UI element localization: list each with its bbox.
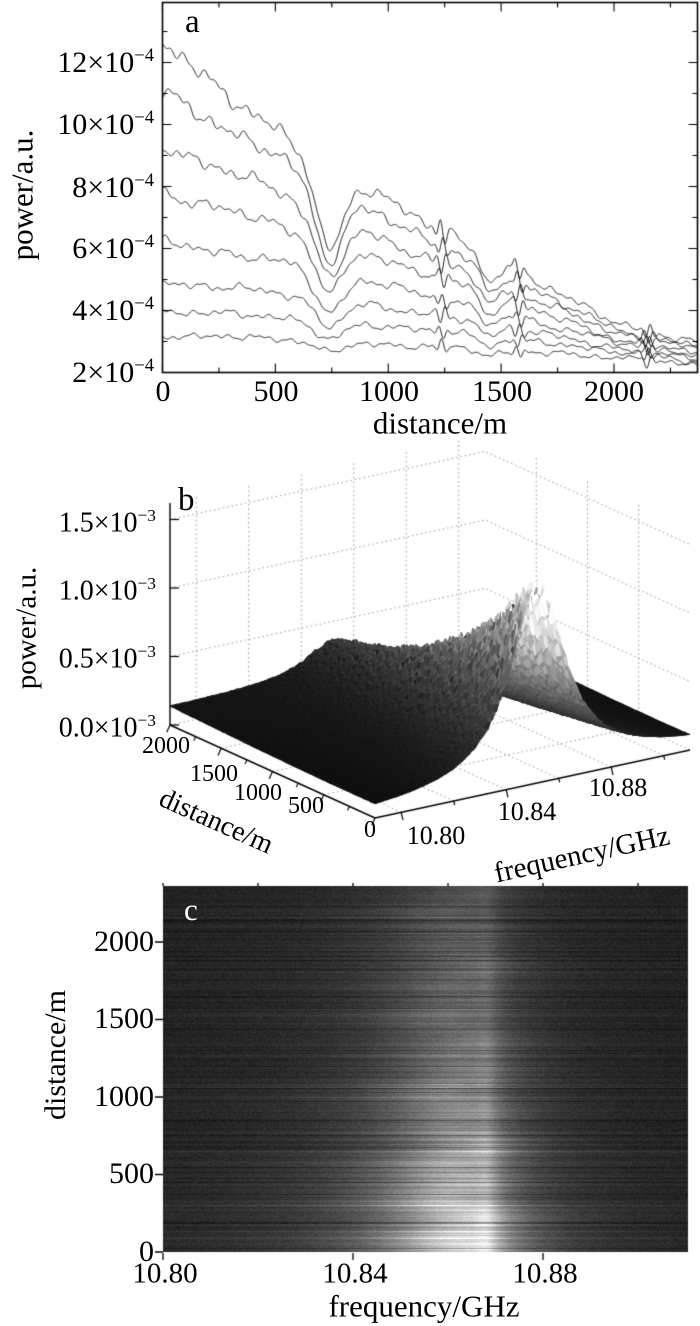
panel-letter-b: b (178, 482, 195, 518)
tick-exponent: −3 (137, 711, 156, 730)
tick-exponent: −3 (137, 574, 156, 593)
panel-a-y-tick-label: 8×10−4 (2, 170, 154, 204)
panel-a-x-axis-title: distance/m (372, 405, 508, 441)
panel-letter-c: c (184, 892, 198, 927)
panel-b-z-tick-label: 1.5×10−3 (2, 507, 156, 537)
panel-b-plot-canvas (0, 440, 700, 880)
panel-a-x-tick-label: 0 (155, 375, 171, 408)
panel-b-freq-tick-label: 10.84 (497, 797, 557, 826)
panel-b-dist-tick-label: 1000 (234, 780, 282, 806)
panel-a-y-tick-label: 12×10−4 (2, 45, 154, 79)
panel-b-freq-tick-label: 10.88 (588, 773, 648, 802)
panel-c-x-tick-label: 10.84 (322, 1257, 388, 1290)
panel-letter-a: a (185, 4, 200, 40)
tick-base: 1.0×10 (58, 575, 138, 607)
panel-a-x-tick-label: 1500 (472, 375, 532, 408)
panel-b-dist-tick-label: 2000 (142, 733, 190, 759)
panel-b-z-tick-label: 1.0×10−3 (2, 575, 156, 605)
tick-base: 10×10 (57, 108, 135, 141)
tick-exponent: −4 (134, 355, 154, 376)
panel-b-z-tick-label: 0.5×10−3 (2, 643, 156, 673)
panel-c-y-tick-label: 1500 (94, 1002, 154, 1035)
panel-b-dist-tick-label: 0 (364, 817, 376, 843)
tick-base: 2×10 (72, 356, 135, 389)
tick-exponent: −4 (134, 231, 154, 252)
panel-a-x-tick-label: 500 (253, 375, 299, 408)
panel-b-freq-tick-label: 10.80 (406, 821, 466, 850)
panel-a-x-tick-label: 2000 (584, 375, 644, 408)
tick-base: 12×10 (57, 46, 135, 79)
panel-a-plot-canvas (0, 0, 700, 440)
panel-a-y-tick-label: 4×10−4 (2, 293, 154, 327)
tick-exponent: −3 (137, 642, 156, 661)
panel-c-x-axis-title: frequency/GHz (328, 1288, 520, 1324)
tick-base: 1.5×10 (58, 507, 138, 539)
panel-c-plot-canvas (0, 880, 700, 1326)
tick-exponent: −4 (134, 170, 154, 191)
tick-base: 0.0×10 (58, 712, 138, 744)
panel-a-y-tick-label: 6×10−4 (2, 231, 154, 265)
tick-base: 4×10 (72, 294, 135, 327)
tick-exponent: −4 (134, 293, 154, 314)
tick-exponent: −4 (134, 45, 154, 66)
panel-b-dist-tick-label: 1500 (190, 761, 238, 787)
panel-a-y-tick-label: 2×10−4 (2, 355, 154, 389)
tick-base: 8×10 (72, 171, 135, 204)
tick-base: 0.5×10 (58, 643, 138, 675)
figure-panel-a: a power/a.u. 12×10−4 10×10−4 8×10−4 6×10… (0, 0, 700, 440)
panel-b-z-tick-label: 0.0×10−3 (2, 712, 156, 742)
panel-c-y-tick-label: 500 (109, 1157, 154, 1190)
panel-c-y-tick-label: 2000 (94, 925, 154, 958)
panel-a-y-tick-label: 10×10−4 (2, 107, 154, 141)
panel-c-y-tick-label: 1000 (94, 1080, 154, 1113)
figure-panel-b: b power/a.u. 1.5×10−3 1.0×10−3 0.5×10−3 … (0, 440, 700, 889)
panel-b-dist-tick-label: 500 (288, 793, 324, 819)
tick-exponent: −3 (137, 506, 156, 525)
panel-c-x-tick-label: 10.88 (512, 1257, 578, 1290)
figure-panel-c: c distance/m 2000 1500 1000 500 0 10.80 … (0, 880, 700, 1326)
tick-exponent: −4 (134, 107, 154, 128)
tick-base: 6×10 (72, 232, 135, 265)
panel-c-y-tick-label: 0 (139, 1235, 154, 1268)
panel-c-x-tick-label: 10.80 (132, 1257, 198, 1290)
panel-a-x-tick-label: 1000 (359, 375, 419, 408)
